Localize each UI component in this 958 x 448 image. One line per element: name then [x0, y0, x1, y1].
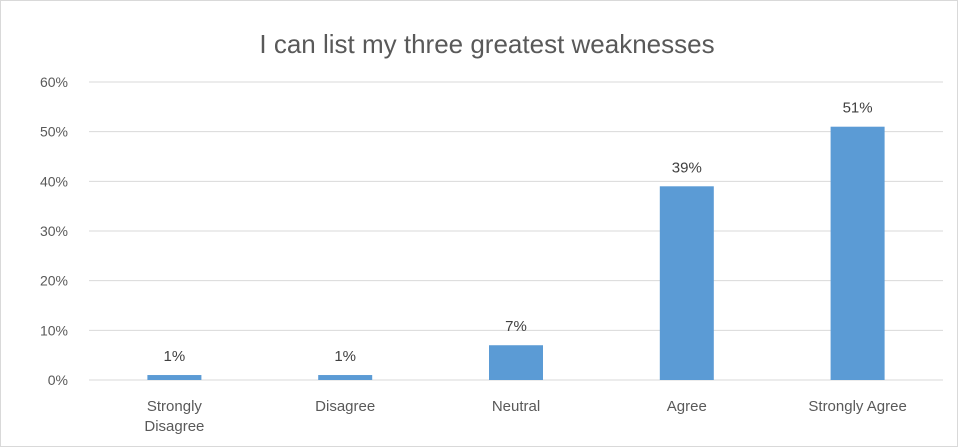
x-axis-labels: Strongly Disagree Disagree Neutral Agree Stro… — [144, 398, 906, 435]
bar — [659, 186, 714, 380]
y-tick-label: 20% — [40, 273, 68, 289]
data-label: 51% — [843, 100, 873, 117]
bar — [830, 126, 885, 380]
y-tick-label: 10% — [40, 322, 68, 338]
chart-title: I can list my three greatest weaknesses — [259, 29, 714, 59]
x-tick-label: Strongly — [147, 398, 203, 415]
y-tick-label: 60% — [40, 74, 68, 90]
x-tick-label: Strongly Agree — [808, 398, 906, 415]
bars — [147, 126, 885, 380]
data-label: 39% — [672, 159, 702, 176]
y-tick-label: 50% — [40, 124, 68, 140]
x-tick-label: Disagree — [144, 418, 204, 435]
data-labels: 1% 1% 7% 39% 51% — [164, 100, 873, 365]
data-label: 1% — [164, 348, 186, 365]
x-tick-label: Disagree — [315, 398, 375, 415]
y-tick-label: 0% — [48, 372, 68, 388]
y-axis-ticks: 0% 10% 20% 30% 40% 50% 60% — [40, 74, 68, 388]
x-tick-label: Neutral — [492, 398, 540, 415]
x-tick-label: Agree — [667, 398, 707, 415]
bar — [318, 375, 373, 380]
y-tick-label: 40% — [40, 173, 68, 189]
bar — [147, 375, 202, 380]
y-tick-label: 30% — [40, 223, 68, 239]
data-label: 7% — [505, 318, 527, 335]
data-label: 1% — [334, 348, 356, 365]
bar — [489, 345, 543, 380]
gridlines — [89, 81, 943, 381]
